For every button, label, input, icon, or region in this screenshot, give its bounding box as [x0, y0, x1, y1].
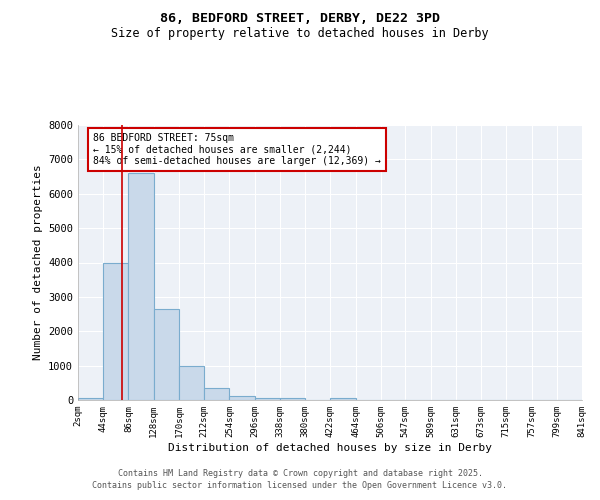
- Text: Contains HM Land Registry data © Crown copyright and database right 2025.: Contains HM Land Registry data © Crown c…: [118, 468, 482, 477]
- Bar: [280, 398, 305, 400]
- Text: 86, BEDFORD STREET, DERBY, DE22 3PD: 86, BEDFORD STREET, DERBY, DE22 3PD: [160, 12, 440, 26]
- Bar: [78, 398, 103, 400]
- Text: Size of property relative to detached houses in Derby: Size of property relative to detached ho…: [111, 28, 489, 40]
- Bar: [128, 173, 154, 400]
- Text: Contains public sector information licensed under the Open Government Licence v3: Contains public sector information licen…: [92, 481, 508, 490]
- Bar: [204, 388, 229, 400]
- Bar: [154, 309, 179, 400]
- Bar: [331, 398, 356, 400]
- X-axis label: Distribution of detached houses by size in Derby: Distribution of detached houses by size …: [168, 442, 492, 452]
- Bar: [229, 396, 254, 400]
- Y-axis label: Number of detached properties: Number of detached properties: [32, 164, 43, 360]
- Bar: [103, 262, 128, 400]
- Bar: [254, 398, 280, 400]
- Text: 86 BEDFORD STREET: 75sqm
← 15% of detached houses are smaller (2,244)
84% of sem: 86 BEDFORD STREET: 75sqm ← 15% of detach…: [93, 133, 381, 166]
- Bar: [179, 366, 204, 400]
